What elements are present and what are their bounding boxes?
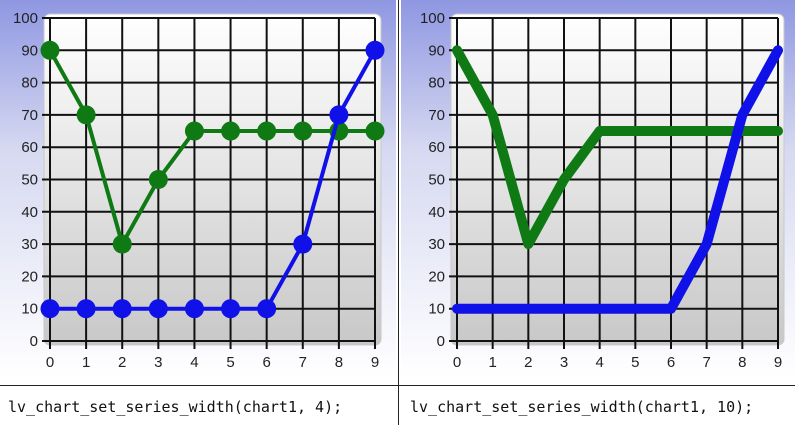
x-tick-label: 4 — [190, 354, 198, 371]
y-tick-label: 30 — [21, 236, 38, 253]
y-tick-label: 60 — [21, 139, 38, 156]
line-chart-left: 0 10 20 30 40 50 60 70 80 90 100 0 1 2 3 4 5 6 7 8 9 — [13, 10, 385, 371]
series-1-point — [738, 111, 746, 119]
y-tick-label: 40 — [21, 204, 38, 221]
series-0-point — [524, 240, 532, 248]
series-0-point — [453, 46, 461, 54]
y-tick-label: 80 — [21, 75, 38, 92]
series-1-point — [453, 305, 461, 313]
y-tick-label: 30 — [428, 236, 445, 253]
x-tick-label: 0 — [453, 354, 461, 371]
series-0-point — [40, 40, 60, 60]
x-tick-label: 6 — [262, 354, 270, 371]
x-tick-label: 1 — [82, 354, 90, 371]
y-tick-label: 80 — [428, 75, 445, 92]
y-tick-label: 100 — [13, 10, 38, 27]
caption-right: lv_chart_set_series_width(chart1, 10); — [410, 398, 754, 416]
series-1-point — [596, 305, 604, 313]
series-1-point — [257, 299, 277, 319]
x-tick-label: 6 — [667, 354, 675, 371]
series-1-point — [76, 299, 96, 319]
series-0-point — [293, 121, 313, 141]
y-tick-label: 90 — [428, 42, 445, 59]
y-tick-label: 10 — [428, 301, 445, 318]
series-line-1 — [452, 45, 783, 314]
series-1-point — [293, 234, 313, 254]
series-line-0 — [48, 48, 377, 247]
y-tick-label: 50 — [21, 172, 38, 189]
series-0-point — [667, 127, 675, 135]
y-tick-label: 40 — [428, 204, 445, 221]
x-tick-label: 8 — [335, 354, 343, 371]
series-0-point — [257, 121, 277, 141]
series-0-point — [148, 170, 168, 189]
x-tick-label: 3 — [154, 354, 162, 371]
x-tick-label: 3 — [560, 354, 568, 371]
line-chart-right: 0 10 20 30 40 50 60 70 80 90 100 0 1 2 3 4 5 6 7 8 9 — [420, 10, 785, 371]
series-0-point — [221, 121, 241, 141]
x-tick-label: 9 — [371, 354, 379, 371]
series-0-point — [774, 127, 782, 135]
series-0-point — [703, 127, 711, 135]
y-tick-label: 100 — [420, 10, 445, 27]
series-1-point — [774, 46, 782, 54]
y-tick-label: 10 — [21, 301, 38, 318]
series-0-point — [631, 127, 639, 135]
series-1-point — [365, 40, 385, 60]
y-tick-label: 0 — [437, 333, 445, 350]
y-tick-label: 90 — [21, 42, 38, 59]
series-0-point — [489, 111, 497, 119]
series-1-point — [489, 305, 497, 313]
x-tick-label: 1 — [488, 354, 496, 371]
y-tick-label: 0 — [30, 333, 38, 350]
series-0-point — [596, 127, 604, 135]
x-tick-label: 7 — [702, 354, 710, 371]
series-0-point — [112, 234, 132, 254]
series-1-point — [112, 299, 132, 319]
y-tick-label: 50 — [428, 172, 445, 189]
series-0-point — [76, 105, 96, 125]
series-1-point — [329, 105, 349, 125]
series-1-point — [703, 240, 711, 248]
series-1-point — [40, 299, 60, 319]
x-tick-label: 5 — [631, 354, 639, 371]
y-tick-label: 20 — [428, 268, 445, 285]
series-0-point — [184, 121, 204, 141]
series-0-point — [560, 176, 568, 183]
x-tick-label: 8 — [738, 354, 746, 371]
chart-panel-left: 0 10 20 30 40 50 60 70 80 90 100 0 1 2 3 4 5 6 7 8 9 — [0, 0, 396, 378]
series-1-point — [524, 305, 532, 313]
series-1-point — [560, 305, 568, 313]
x-tick-label: 4 — [595, 354, 603, 371]
series-1-point — [221, 299, 241, 319]
chart-panel-right: 0 10 20 30 40 50 60 70 80 90 100 0 1 2 3 4 5 6 7 8 9 — [401, 0, 795, 378]
grid — [449, 17, 779, 349]
x-tick-label: 9 — [774, 354, 782, 371]
column-divider — [398, 0, 399, 425]
x-tick-label: 2 — [118, 354, 126, 371]
y-tick-label: 60 — [428, 139, 445, 156]
series-line-0 — [452, 45, 783, 250]
x-tick-label: 7 — [299, 354, 307, 371]
series-1-point — [667, 305, 675, 313]
y-tick-label: 70 — [21, 107, 38, 124]
row-divider — [0, 385, 795, 386]
series-line-1 — [48, 48, 377, 311]
y-tick-label: 20 — [21, 268, 38, 285]
x-tick-label: 5 — [226, 354, 234, 371]
x-tick-label: 0 — [46, 354, 54, 371]
series-1-point — [631, 305, 639, 313]
series-1-point — [148, 299, 168, 319]
series-0-point — [365, 121, 385, 141]
caption-left: lv_chart_set_series_width(chart1, 4); — [8, 398, 343, 416]
y-tick-label: 70 — [428, 107, 445, 124]
x-tick-label: 2 — [524, 354, 532, 371]
series-1-point — [184, 299, 204, 319]
